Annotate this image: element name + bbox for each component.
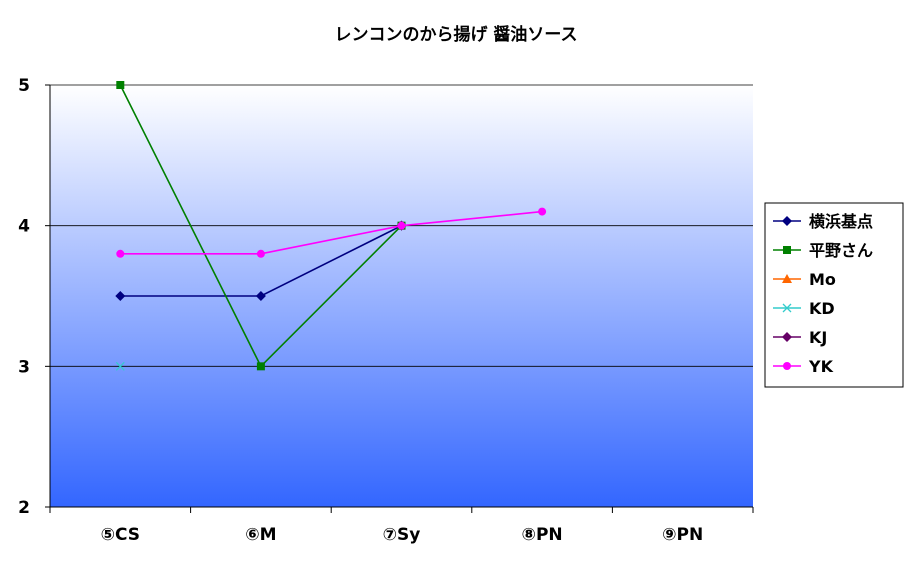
data-point [116,81,125,89]
legend-label: 横浜基点 [809,212,873,231]
legend-label: KJ [809,328,827,347]
legend-marker [782,332,792,342]
data-point [538,207,547,216]
y-tick-label: 2 [18,498,30,518]
legend-marker [782,216,792,226]
data-point [255,291,266,301]
data-point [115,361,125,371]
y-tick-label: 4 [18,217,30,237]
x-tick-label: ⑦Sy [383,525,421,545]
y-tick-label: 5 [18,76,30,96]
legend-label: 平野さん [809,241,873,260]
legend-item: KJ [773,328,827,347]
legend-label: Mo [809,270,836,289]
x-tick-label: ⑥M [245,525,276,545]
legend-item: 横浜基点 [773,212,873,231]
axes [45,84,754,513]
legend-label: KD [809,299,835,318]
legend-item: YK [773,357,834,376]
data-point [256,249,265,258]
x-tick-label: ⑤CS [101,525,140,545]
legend-item: 平野さん [773,241,873,260]
legend-marker [783,362,791,370]
data-point [256,362,265,371]
x-tick-label: ⑧PN [522,525,563,545]
data-point [115,291,126,301]
data-point [397,221,406,230]
y-tick-label: 3 [18,357,30,377]
data-point [116,249,125,258]
series-4 [115,361,125,371]
legend-item: Mo [773,270,836,289]
legend-item: KD [773,299,835,318]
chart-title: レンコンのから揚げ 醤油ソース [334,24,577,45]
series-line [120,210,543,255]
legend-marker [782,303,792,313]
legend-marker [782,274,792,283]
legend-marker [783,246,791,254]
x-axis-ticks: ⑤CS ⑥M ⑦Sy ⑧PN ⑨PN [101,525,704,545]
x-tick-label: ⑨PN [662,525,703,545]
legend-label: YK [808,357,834,376]
series-6 [116,207,547,258]
legend-box [764,202,904,388]
y-axis-ticks: 2 3 4 5 [18,76,30,518]
series-layer [115,81,547,371]
